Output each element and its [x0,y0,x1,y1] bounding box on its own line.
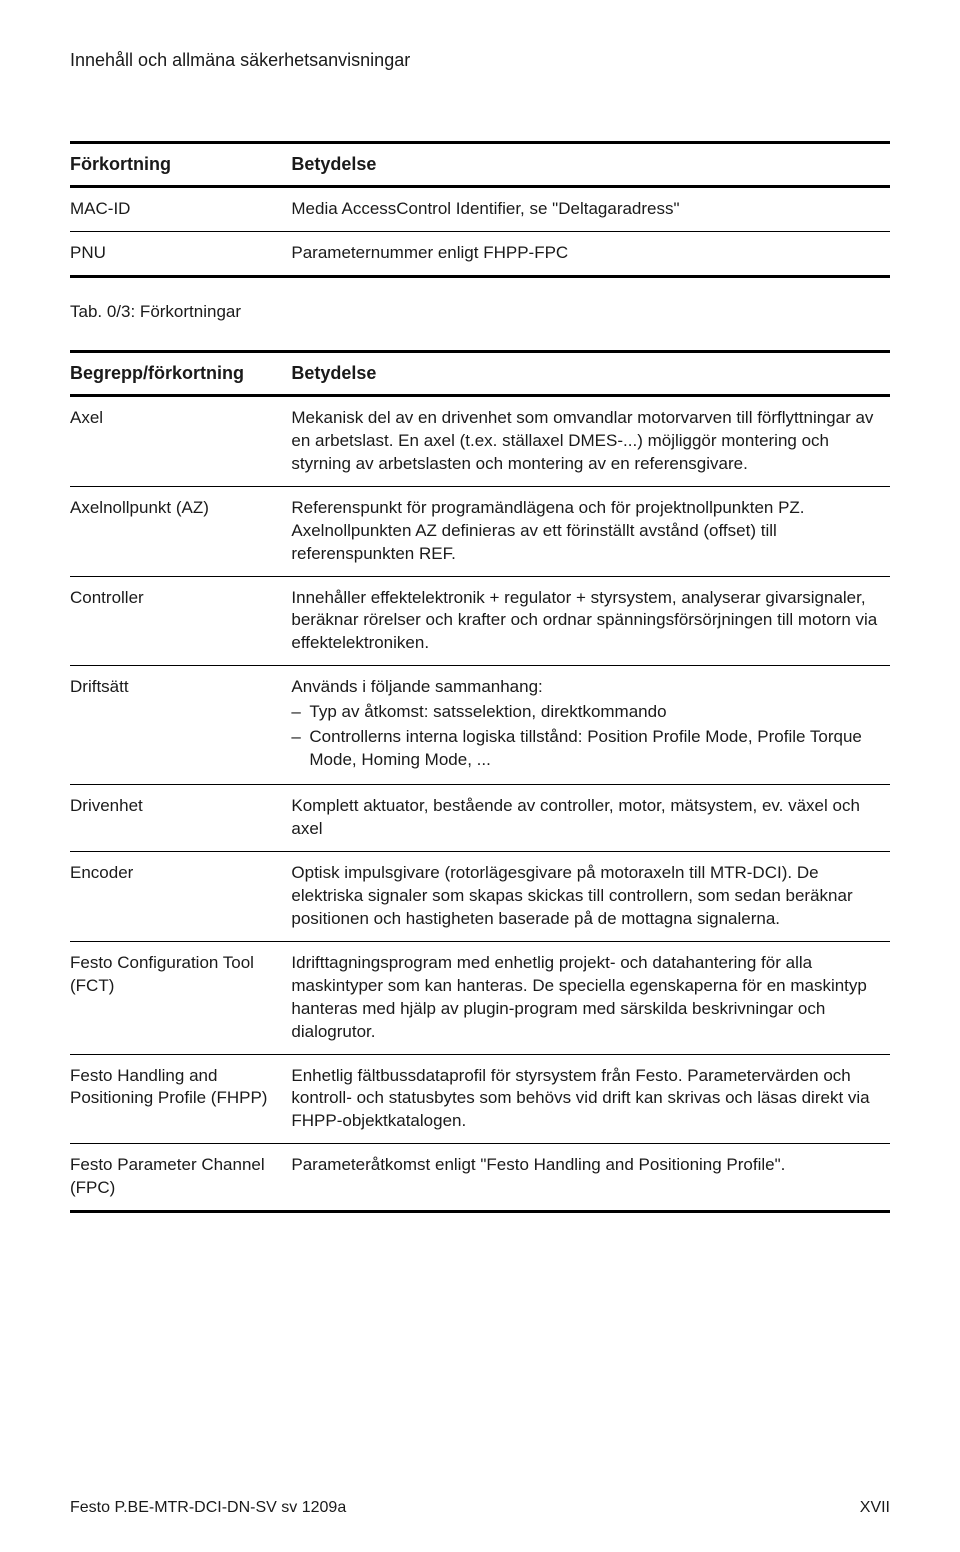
t2-row-meaning: Optisk impulsgivare (rotorlägesgivare på… [291,851,890,941]
list-item: Controllerns interna logiska tillstånd: … [291,726,878,772]
page-title: Innehåll och allmäna säkerhetsanvisninga… [70,50,890,71]
t2-row-term: Driftsätt [70,666,291,785]
abbreviation-table: Förkortning Betydelse MAC-ID Media Acces… [70,141,890,278]
t2-row-meaning: Mekanisk del av en drivenhet som omvandl… [291,395,890,486]
t2-row-meaning: Enhetlig fältbussdataprofil för styrsyst… [291,1054,890,1144]
t1-row-meaning: Parameternummer enligt FHPP-FPC [291,231,890,276]
t1-row-term: MAC-ID [70,187,291,232]
t2-row-term: Axel [70,395,291,486]
t2-row-meaning: Idrifttagningsprogram med enhetlig proje… [291,941,890,1054]
footer-left: Festo P.BE-MTR-DCI-DN-SV sv 1209a [70,1499,346,1517]
table1-caption: Tab. 0/3: Förkortningar [70,302,890,322]
t2-row-meaning: Parameteråtkomst enligt "Festo Handling … [291,1144,890,1212]
t2-row-meaning: Innehåller effektelektronik + regulator … [291,576,890,666]
glossary-table: Begrepp/förkortning Betydelse Axel Mekan… [70,350,890,1213]
list-item: Typ av åtkomst: satsselektion, direktkom… [291,701,878,724]
t2-row-meaning-intro: Används i följande sammanhang: [291,677,542,696]
t2-row-term: Festo Handling and Positioning Profile (… [70,1054,291,1144]
t2-row-term: Axelnollpunkt (AZ) [70,486,291,576]
t2-row-meaning-list: Typ av åtkomst: satsselektion, direktkom… [291,701,878,772]
t2-col1-header: Begrepp/förkortning [70,351,291,395]
t2-col2-header: Betydelse [291,351,890,395]
t2-row-term: Festo Parameter Channel (FPC) [70,1144,291,1212]
t2-row-term: Drivenhet [70,785,291,852]
t2-row-meaning: Referenspunkt för programändlägena och f… [291,486,890,576]
t1-col1-header: Förkortning [70,143,291,187]
t2-row-term: Festo Configuration Tool (FCT) [70,941,291,1054]
t2-row-meaning: Används i följande sammanhang: Typ av åt… [291,666,890,785]
t1-row-meaning: Media AccessControl Identifier, se "Delt… [291,187,890,232]
t2-row-meaning: Komplett aktuator, bestående av controll… [291,785,890,852]
t2-row-term: Controller [70,576,291,666]
footer-right: XVII [860,1499,890,1517]
t1-row-term: PNU [70,231,291,276]
t1-col2-header: Betydelse [291,143,890,187]
t2-row-term: Encoder [70,851,291,941]
